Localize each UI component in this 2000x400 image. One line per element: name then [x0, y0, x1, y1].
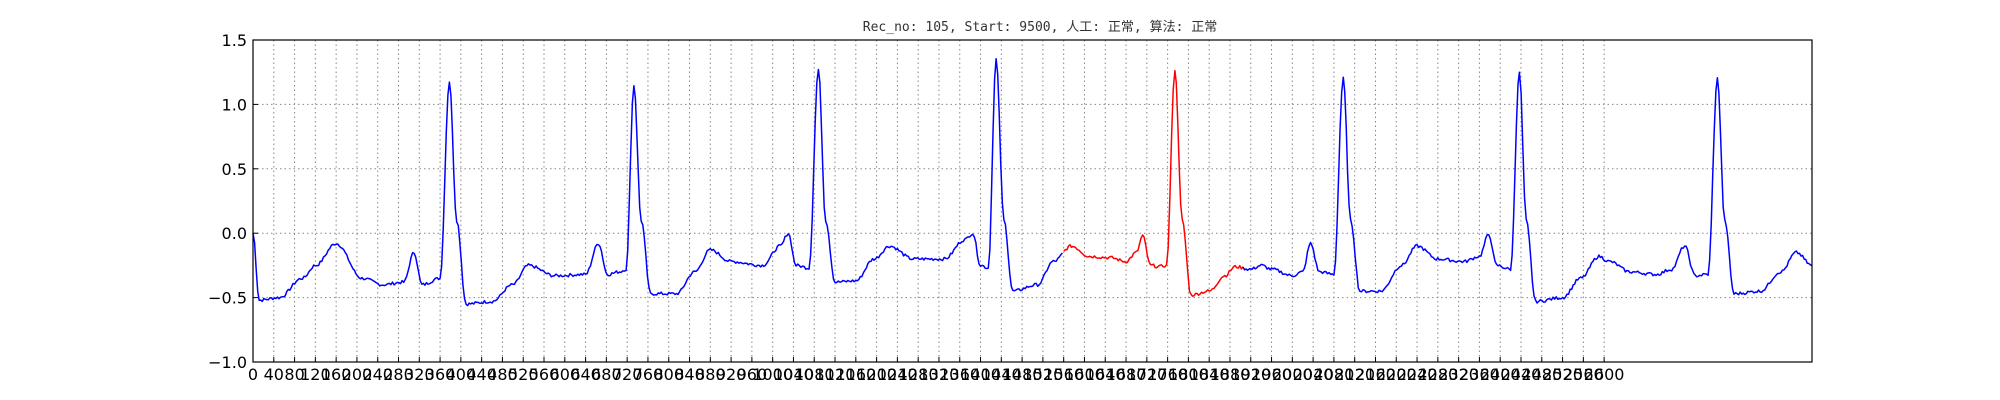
- x-tick-label: 2240: [1397, 365, 1438, 384]
- x-tick-label: 1760: [1147, 365, 1188, 384]
- x-tick-label: 280: [383, 365, 414, 384]
- x-tick-label: 160: [321, 365, 352, 384]
- x-tick-label: 320: [404, 365, 435, 384]
- y-axis-ticks: −1.0 −0.5 0.0 0.5 1.0 1.5: [208, 31, 258, 372]
- x-tick-label: 2000: [1272, 365, 1313, 384]
- x-tick-label: 1320: [919, 365, 960, 384]
- x-tick-label: 400: [446, 365, 477, 384]
- x-tick-label: 1880: [1210, 365, 1251, 384]
- x-tick-label: 1080: [794, 365, 835, 384]
- x-tick-label: 1680: [1106, 365, 1147, 384]
- x-tick-label: 2280: [1417, 365, 1458, 384]
- x-tick-label: 1520: [1023, 365, 1064, 384]
- x-tick-label: 640: [570, 365, 601, 384]
- y-tick-label: 1.5: [222, 31, 247, 50]
- x-tick-label: 2120: [1334, 365, 1375, 384]
- x-tick-label: 2560: [1563, 365, 1604, 384]
- x-tick-label: 0: [248, 365, 258, 384]
- x-tick-label: 2520: [1542, 365, 1583, 384]
- x-tick-label: 80: [284, 365, 304, 384]
- x-tick-label: 1840: [1189, 365, 1230, 384]
- x-tick-label: 1960: [1251, 365, 1292, 384]
- ecg-line-highlighted-beat: [1063, 69, 1244, 297]
- x-tick-label: 1040: [773, 365, 814, 384]
- x-tick-label: 800: [653, 365, 684, 384]
- x-tick-label: 1360: [939, 365, 980, 384]
- x-tick-label: 1160: [835, 365, 876, 384]
- x-tick-label: 1560: [1043, 365, 1084, 384]
- grid-lines: [253, 40, 1812, 362]
- chart-title: Rec_no: 105, Start: 9500, 人工: 正常, 算法: 正常: [863, 20, 1217, 35]
- y-tick-label: 0.0: [222, 224, 247, 243]
- y-tick-label: −0.5: [208, 289, 247, 308]
- x-tick-label: 1600: [1064, 365, 1105, 384]
- x-tick-label: 40: [264, 365, 284, 384]
- x-tick-label: 1800: [1168, 365, 1209, 384]
- x-tick-label: 360: [425, 365, 456, 384]
- x-tick-label: 1480: [1002, 365, 1043, 384]
- x-tick-label: 120: [300, 365, 331, 384]
- x-tick-label: 2320: [1438, 365, 1479, 384]
- x-tick-label: 520: [508, 365, 539, 384]
- plot-frame: [252, 39, 1813, 363]
- x-tick-label: 1280: [898, 365, 939, 384]
- x-tick-label: 2600: [1584, 365, 1625, 384]
- x-tick-label: 2080: [1314, 365, 1355, 384]
- y-tick-label: −1.0: [208, 353, 247, 372]
- x-tick-label: 1920: [1230, 365, 1271, 384]
- x-tick-label: 1000: [752, 365, 793, 384]
- x-tick-label: 240: [362, 365, 393, 384]
- x-tick-label: 1640: [1085, 365, 1126, 384]
- x-tick-label: 920: [716, 365, 747, 384]
- x-axis-ticks: 0 40 8012016020024028032036040044048052056…: [248, 357, 1625, 384]
- x-tick-label: 2480: [1521, 365, 1562, 384]
- ecg-line-normal: [252, 57, 1063, 307]
- x-tick-label: 2200: [1376, 365, 1417, 384]
- x-tick-label: 840: [674, 365, 705, 384]
- x-tick-label: 440: [466, 365, 497, 384]
- x-tick-label: 960: [737, 365, 768, 384]
- y-tick-label: 0.5: [222, 160, 247, 179]
- x-tick-label: 1120: [815, 365, 856, 384]
- x-tick-label: 1400: [960, 365, 1001, 384]
- x-tick-label: 2360: [1459, 365, 1500, 384]
- x-tick-label: 2040: [1293, 365, 1334, 384]
- x-tick-label: 760: [633, 365, 664, 384]
- ecg-series: [252, 57, 1813, 307]
- x-tick-label: 1440: [981, 365, 1022, 384]
- x-tick-label: 600: [550, 365, 581, 384]
- x-tick-label: 880: [695, 365, 726, 384]
- x-tick-label: 1720: [1126, 365, 1167, 384]
- x-tick-label: 680: [591, 365, 622, 384]
- x-tick-label: 1200: [856, 365, 897, 384]
- x-tick-label: 720: [612, 365, 643, 384]
- x-tick-label: 200: [342, 365, 373, 384]
- x-tick-label: 2440: [1501, 365, 1542, 384]
- x-tick-label: 2400: [1480, 365, 1521, 384]
- x-tick-label: 1240: [877, 365, 918, 384]
- x-tick-label: 2160: [1355, 365, 1396, 384]
- x-tick-label: 560: [529, 365, 560, 384]
- y-tick-label: 1.0: [222, 95, 247, 114]
- x-tick-label: 480: [487, 365, 518, 384]
- ecg-line-normal: [1242, 71, 1813, 304]
